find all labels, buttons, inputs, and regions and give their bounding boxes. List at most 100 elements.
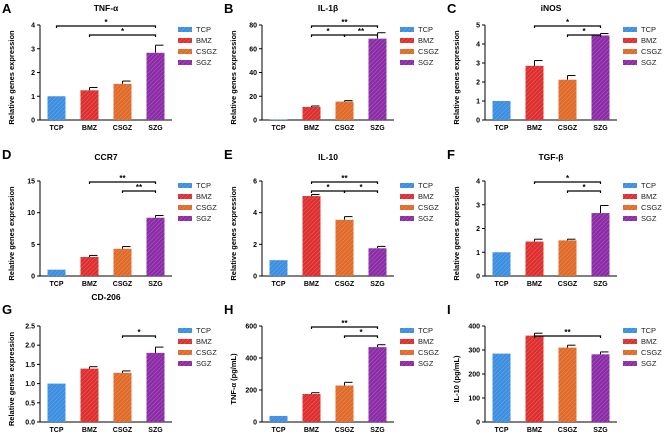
significance-bracket [121,335,157,338]
legend-swatch-csgz [623,350,637,355]
legend-swatch-tcp [178,183,192,188]
chart-title: CCR7 [94,152,117,162]
x-tick-label: SZG [593,125,608,132]
legend-swatch-tcp [400,328,414,333]
legend-swatch-csgz [400,49,414,54]
x-tick-label: BMZ [82,427,98,434]
legend-label: TCP [196,326,211,335]
significance-bracket [533,181,602,184]
bar-tcp [492,101,511,120]
panel-e: E IL-10 Relative genes expression 0 2 4 6 TCP BM… [224,147,439,288]
bar-bmz [302,394,321,422]
y-tick-label: 0 [31,274,35,281]
bar-bmz [525,241,544,276]
panel-letter: G [2,302,12,317]
y-tick-label: 3 [476,202,480,209]
legend-label: SGZ [418,214,434,223]
bar-bmz [80,368,99,422]
panel-letter: C [447,1,457,16]
significance-label: * [326,183,330,192]
legend-swatch-tcp [178,328,192,333]
legend-swatch-sgz [178,60,192,65]
significance-bracket [343,335,379,338]
legend-swatch-bmz [623,339,637,344]
panel-a: A TNF-α Relative genes expression 0 1 2 3 4 TCP B… [2,1,217,132]
y-tick-label: 0 [253,420,257,427]
x-tick-label: TCP [495,427,509,434]
x-tick-label: SZG [370,281,385,288]
x-tick-label: TCP [495,125,509,132]
legend-swatch-tcp [178,27,192,32]
significance-label: * [326,27,330,36]
significance-bracket [88,181,157,184]
legend-label: SGZ [418,58,434,67]
y-tick-label: 300 [468,348,480,355]
x-tick-label: TCP [50,125,64,132]
bar-bmz [302,196,321,276]
y-tick-label: 0 [476,420,480,427]
significance-bracket [88,34,157,37]
chart-title: CD-206 [91,292,121,302]
panel-letter: H [224,302,233,317]
significance-label: ** [119,174,126,183]
legend-label: TCP [641,181,656,190]
chart-title: iNOS [541,3,562,13]
significance-bracket [533,25,602,28]
significance-bracket [310,25,379,28]
x-tick-label: TCP [50,281,64,288]
legend-swatch-tcp [623,183,637,188]
legend-swatch-bmz [178,38,192,43]
bar-csgz [335,219,354,276]
x-tick-label: CSGZ [558,125,578,132]
x-tick-label: SZG [148,281,163,288]
panel-letter: I [447,302,451,317]
chart-title: IL-1β [318,3,338,13]
y-tick-label: 10 [27,210,35,217]
legend-swatch-csgz [623,49,637,54]
x-tick-label: CSGZ [335,281,355,288]
y-tick-label: 0 [31,118,35,125]
bar-tcp [269,260,288,276]
legend-swatch-csgz [178,350,192,355]
significance-label: ** [341,319,348,328]
bar-sgz [368,248,387,276]
y-tick-label: 1 [476,250,480,257]
bar-bmz [80,90,99,120]
y-tick-label: 2 [476,226,480,233]
panel-b: B IL-1β Relative genes expression 0 20 40 60 80… [224,1,439,132]
y-tick-label: 2 [476,80,480,87]
x-tick-label: BMZ [304,427,320,434]
legend-label: SGZ [196,58,212,67]
legend-label: BMZ [418,36,434,45]
y-tick-label: 2.5 [25,324,35,331]
y-axis-label: IL-10 (pg/mL) [452,355,461,403]
bar-tcp [269,415,288,422]
y-tick-label: 0.5 [25,400,35,407]
panel-letter: E [224,147,233,162]
legend-label: BMZ [641,192,657,201]
x-tick-label: CSGZ [113,281,133,288]
legend-label: TCP [641,25,656,34]
bar-csgz [558,79,577,120]
x-tick-label: SZG [148,125,163,132]
panel-g: G CD-206 Relative genes expression 0.0 0.5 1.… [2,292,217,434]
panel-d: D CCR7 Relative genes expression 0 5 10 15 TCP B… [2,147,217,288]
bar-csgz [335,385,354,422]
legend-label: TCP [196,181,211,190]
legend-swatch-sgz [623,60,637,65]
legend-label: CSGZ [418,348,439,357]
significance-bracket [566,190,602,193]
significance-bracket [55,25,157,28]
y-tick-label: 0 [253,118,257,125]
bar-tcp [269,119,288,120]
y-tick-label: 1.5 [25,362,35,369]
x-tick-label: CSGZ [113,125,133,132]
legend-label: SGZ [641,58,657,67]
legend-swatch-bmz [400,339,414,344]
y-tick-label: 100 [468,396,480,403]
legend-swatch-sgz [623,216,637,221]
legend-label: TCP [418,181,433,190]
significance-label: * [359,183,363,192]
x-tick-label: BMZ [304,125,320,132]
